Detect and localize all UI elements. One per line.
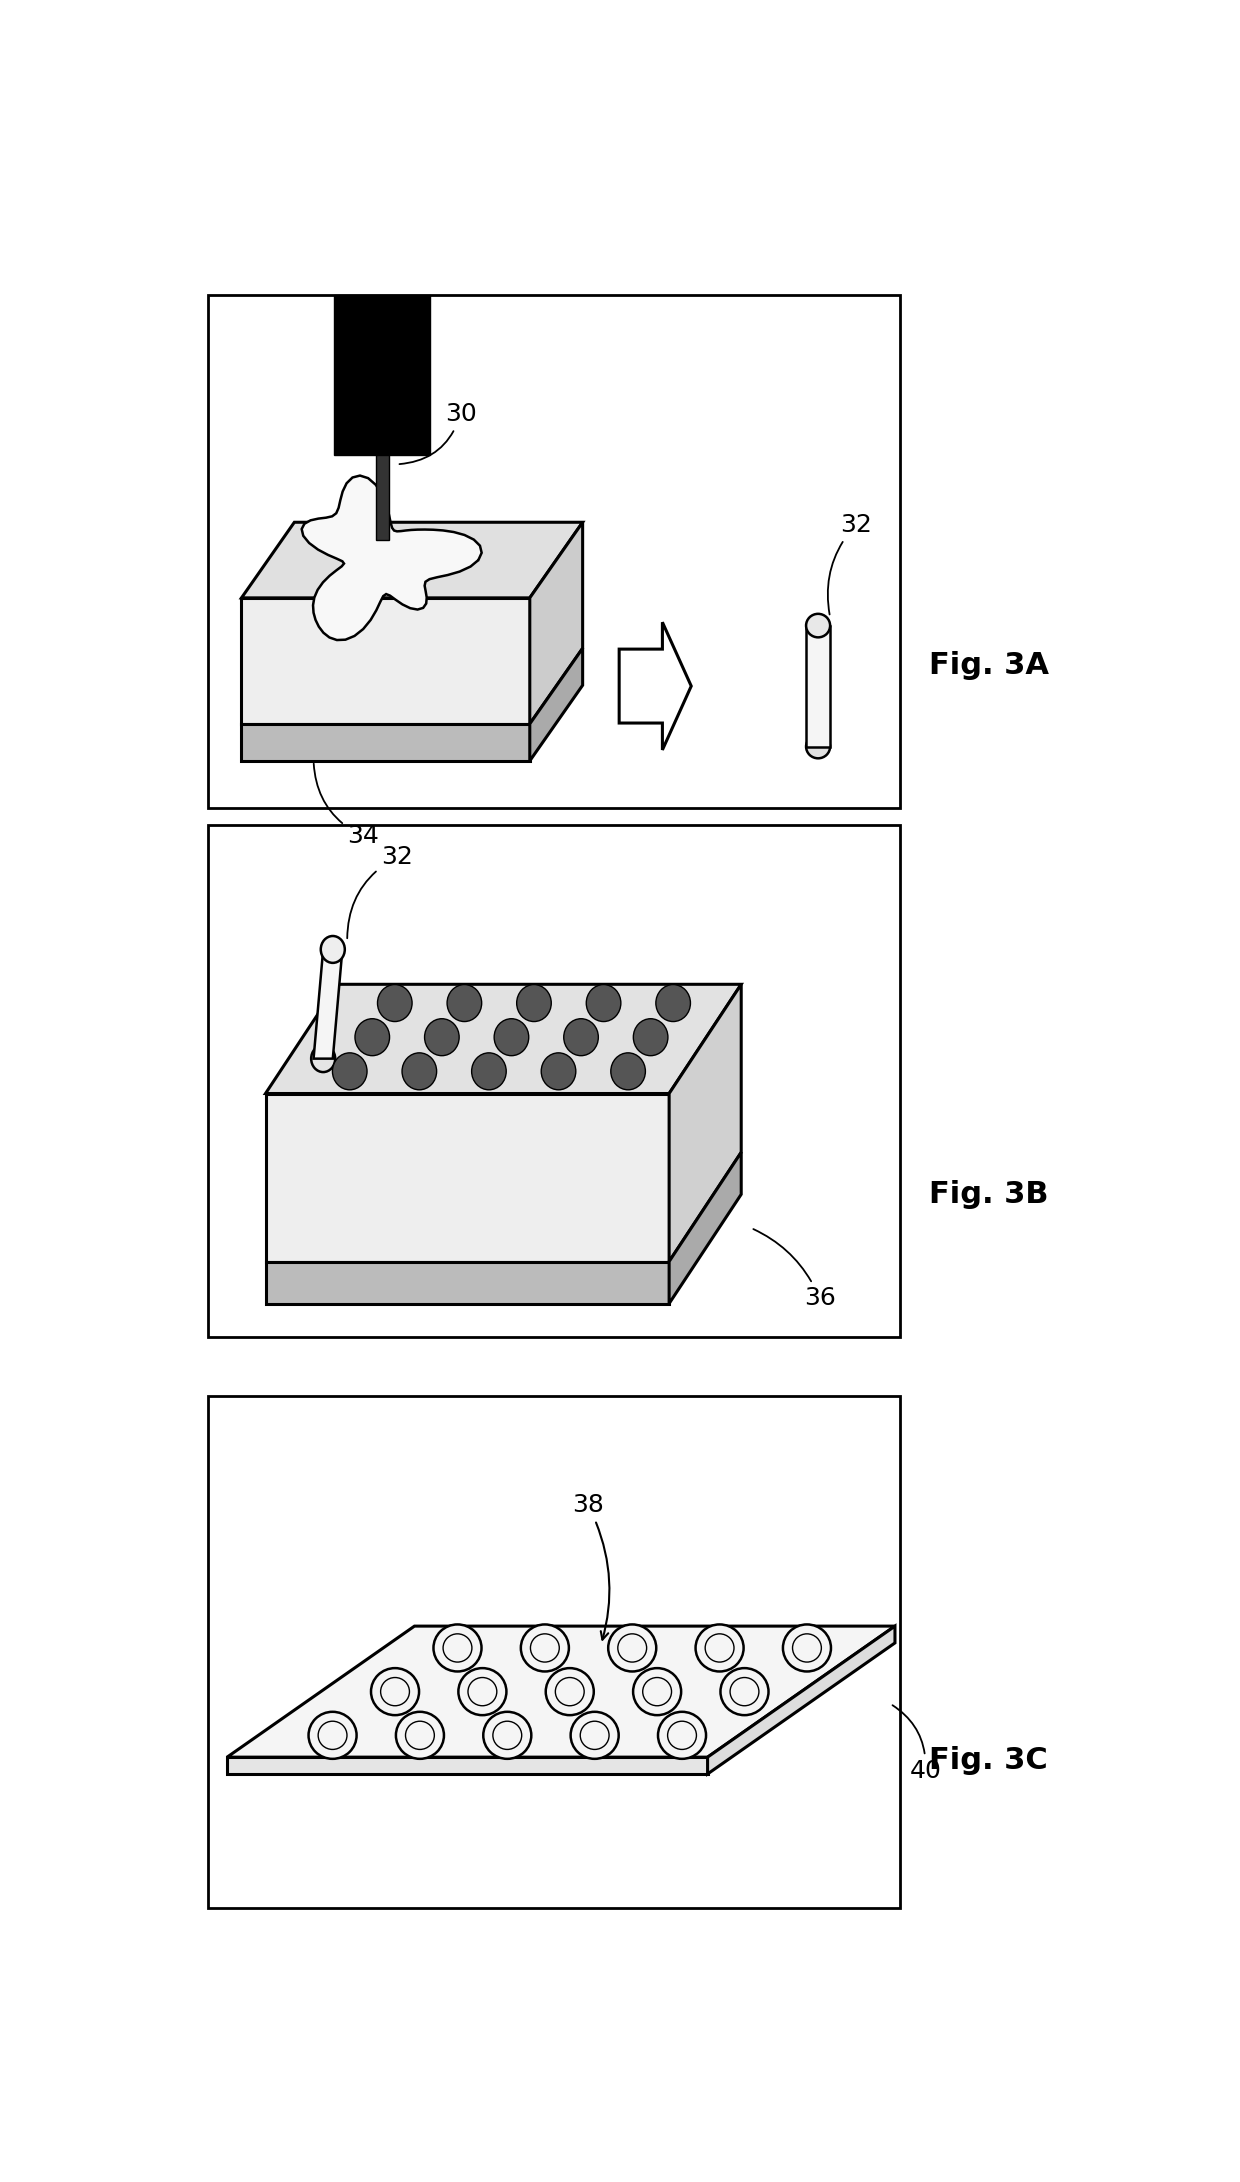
Ellipse shape [634, 1667, 681, 1715]
Ellipse shape [618, 1634, 646, 1663]
Polygon shape [670, 1152, 742, 1303]
Ellipse shape [611, 1054, 645, 1089]
Ellipse shape [495, 1019, 528, 1056]
Polygon shape [242, 598, 529, 724]
Ellipse shape [381, 1678, 409, 1706]
Ellipse shape [556, 1678, 584, 1706]
Ellipse shape [402, 1054, 436, 1089]
Text: 30: 30 [399, 401, 476, 465]
Polygon shape [265, 1093, 670, 1261]
Ellipse shape [656, 984, 691, 1021]
Ellipse shape [309, 1713, 357, 1759]
Ellipse shape [531, 1634, 559, 1663]
Text: 34: 34 [314, 764, 379, 849]
Ellipse shape [541, 1054, 575, 1089]
Polygon shape [242, 521, 583, 598]
Ellipse shape [587, 984, 621, 1021]
Ellipse shape [730, 1678, 759, 1706]
Polygon shape [529, 521, 583, 724]
Ellipse shape [706, 1634, 734, 1663]
Text: 38: 38 [572, 1492, 609, 1639]
Ellipse shape [564, 1019, 599, 1056]
Text: Fig. 3C: Fig. 3C [929, 1746, 1048, 1774]
Polygon shape [242, 724, 529, 762]
Ellipse shape [311, 1045, 335, 1071]
Ellipse shape [658, 1713, 706, 1759]
Ellipse shape [332, 1054, 367, 1089]
Polygon shape [301, 476, 481, 639]
Polygon shape [227, 1626, 895, 1757]
Ellipse shape [405, 1722, 434, 1750]
Ellipse shape [806, 613, 830, 637]
Ellipse shape [377, 984, 412, 1021]
Ellipse shape [319, 1722, 347, 1750]
Polygon shape [376, 456, 388, 539]
Ellipse shape [580, 1722, 609, 1750]
Text: 32: 32 [828, 513, 872, 615]
Polygon shape [314, 949, 342, 1058]
Ellipse shape [782, 1623, 831, 1671]
Ellipse shape [355, 1019, 389, 1056]
Text: Fig. 3A: Fig. 3A [929, 650, 1049, 679]
Ellipse shape [642, 1678, 672, 1706]
Bar [208, 825, 900, 1338]
Text: 36: 36 [754, 1228, 836, 1311]
Polygon shape [335, 295, 430, 456]
Ellipse shape [696, 1623, 744, 1671]
Ellipse shape [448, 984, 481, 1021]
Ellipse shape [471, 1054, 506, 1089]
Ellipse shape [634, 1019, 668, 1056]
Ellipse shape [434, 1623, 481, 1671]
Bar [806, 626, 830, 746]
Ellipse shape [396, 1713, 444, 1759]
Ellipse shape [667, 1722, 697, 1750]
Ellipse shape [792, 1634, 821, 1663]
Bar [208, 1396, 900, 1909]
Polygon shape [670, 984, 742, 1261]
Text: 32: 32 [347, 844, 413, 938]
Polygon shape [265, 1261, 670, 1303]
Polygon shape [265, 984, 742, 1093]
Ellipse shape [546, 1667, 594, 1715]
Ellipse shape [806, 735, 830, 759]
Polygon shape [529, 648, 583, 762]
Ellipse shape [459, 1667, 506, 1715]
Ellipse shape [484, 1713, 531, 1759]
Ellipse shape [720, 1667, 769, 1715]
Ellipse shape [517, 984, 552, 1021]
Polygon shape [708, 1626, 895, 1774]
Text: 40: 40 [893, 1704, 941, 1783]
Ellipse shape [467, 1678, 497, 1706]
Ellipse shape [443, 1634, 472, 1663]
Ellipse shape [608, 1623, 656, 1671]
Ellipse shape [424, 1019, 459, 1056]
Bar [208, 295, 900, 807]
Ellipse shape [321, 936, 345, 962]
Ellipse shape [521, 1623, 569, 1671]
Ellipse shape [371, 1667, 419, 1715]
Text: Fig. 3B: Fig. 3B [929, 1180, 1048, 1209]
Polygon shape [227, 1757, 708, 1774]
Ellipse shape [570, 1713, 619, 1759]
Ellipse shape [492, 1722, 522, 1750]
